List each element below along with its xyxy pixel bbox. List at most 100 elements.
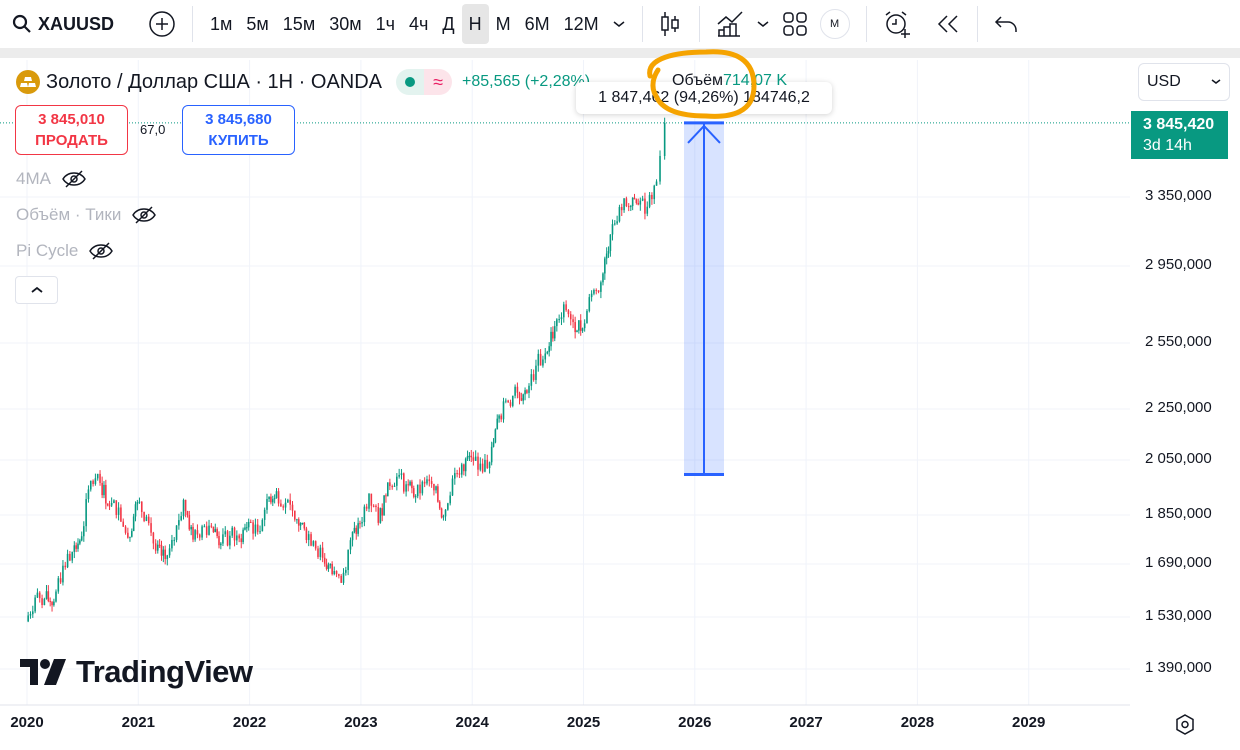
- collapse-legend-button[interactable]: [15, 276, 58, 304]
- candle-body: [266, 498, 268, 510]
- candle-body: [430, 481, 433, 484]
- undo-icon: [994, 16, 1017, 32]
- candle-body: [659, 155, 661, 182]
- buy-button[interactable]: 3 845,680 КУПИТЬ: [182, 105, 295, 155]
- eye-crossed-icon[interactable]: [131, 205, 157, 225]
- candle-body: [490, 446, 493, 463]
- candle-body: [398, 474, 400, 477]
- timeframe-0[interactable]: 1м: [210, 13, 233, 34]
- candle-body: [129, 536, 131, 538]
- candle-body: [630, 206, 632, 208]
- timeframe-5[interactable]: 4ч: [409, 13, 429, 34]
- chevron-up-icon: [30, 286, 43, 293]
- timeframe-8[interactable]: М: [495, 13, 511, 34]
- candle-body: [625, 198, 628, 207]
- avatar-button[interactable]: M: [814, 4, 856, 44]
- timeframe-6[interactable]: Д: [442, 13, 455, 34]
- price-tick: 1 850,000: [1145, 505, 1212, 522]
- replay-button[interactable]: [929, 4, 967, 44]
- timeframe-7[interactable]: Н: [461, 4, 489, 44]
- candle-body: [273, 498, 276, 500]
- timeframe-9[interactable]: 6М: [524, 13, 550, 34]
- chart-type-button[interactable]: [653, 4, 689, 44]
- currency-select[interactable]: USD: [1138, 63, 1230, 101]
- candle-body: [409, 481, 411, 486]
- candle-body: [433, 483, 435, 491]
- sell-button[interactable]: 3 845,010 ПРОДАТЬ: [15, 105, 128, 155]
- candle-body: [87, 489, 90, 500]
- time-tick: 2028: [900, 714, 935, 731]
- candle-body: [500, 415, 502, 420]
- time-tick: 2022: [232, 714, 267, 731]
- symbol-search[interactable]: XAUUSD: [0, 4, 120, 44]
- timeframe-3[interactable]: 30м: [329, 13, 362, 34]
- timeframe-dropdown[interactable]: [606, 4, 632, 44]
- indicator-pi-cycle[interactable]: Pi Cycle: [16, 241, 114, 261]
- avatar: M: [819, 9, 850, 39]
- candle-body: [511, 395, 514, 406]
- candle-body: [43, 598, 46, 606]
- candle-body: [486, 459, 489, 469]
- candle-body: [182, 499, 185, 517]
- candle-body: [115, 500, 118, 515]
- eye-crossed-icon[interactable]: [61, 169, 87, 189]
- price-tick: 2 550,000: [1145, 333, 1212, 350]
- candle-body: [558, 319, 560, 321]
- candle-body: [210, 525, 213, 527]
- candle-body: [127, 532, 129, 538]
- indicator-volume[interactable]: Объём · Тики: [16, 205, 157, 225]
- candle-body: [514, 386, 516, 396]
- indicators-dropdown[interactable]: [750, 4, 776, 44]
- compare-button[interactable]: [142, 4, 182, 44]
- layouts-button[interactable]: [776, 4, 814, 44]
- candle-body: [259, 531, 261, 533]
- candle-body: [386, 482, 389, 497]
- timeframe-4[interactable]: 1ч: [375, 13, 395, 34]
- candle-body: [152, 532, 155, 544]
- candle-body: [143, 512, 145, 521]
- candle-body: [379, 508, 382, 523]
- candle-body: [89, 480, 92, 490]
- candle-body: [556, 319, 558, 327]
- timeframe-10[interactable]: 12М: [563, 13, 599, 34]
- candle-body: [312, 541, 315, 546]
- candle-body: [644, 198, 646, 214]
- settings-icon[interactable]: [1172, 712, 1198, 738]
- candle-body: [646, 206, 649, 214]
- candle-body: [246, 527, 248, 529]
- candle-body: [231, 527, 234, 536]
- candle-body: [355, 527, 358, 534]
- market-status[interactable]: ≈: [396, 69, 453, 95]
- alert-button[interactable]: [877, 4, 919, 44]
- timeframe-1[interactable]: 5м: [246, 13, 269, 34]
- candle-body: [544, 353, 547, 360]
- undo-button[interactable]: [988, 4, 1026, 44]
- candle-body: [214, 529, 217, 533]
- candle-body: [154, 543, 157, 551]
- candle-body: [287, 499, 289, 503]
- candle-body: [224, 531, 227, 535]
- indicators-button[interactable]: [710, 4, 750, 44]
- candle-body: [370, 493, 373, 506]
- symbol-title[interactable]: Золото / Доллар США · 1Н · OANDA: [46, 70, 383, 93]
- candle-body: [616, 221, 618, 224]
- candle-body: [136, 502, 139, 505]
- candle-body: [296, 519, 298, 521]
- candle-body: [530, 374, 533, 386]
- eye-crossed-icon[interactable]: [88, 241, 114, 261]
- candle-body: [349, 540, 352, 550]
- candle-body: [526, 390, 528, 393]
- candle-body: [201, 526, 203, 538]
- candle-body: [294, 510, 296, 520]
- candle-body: [472, 457, 475, 461]
- candle-body: [242, 529, 244, 543]
- candle-body: [73, 545, 76, 552]
- indicator-4ma[interactable]: 4MA: [16, 169, 87, 189]
- candle-body: [368, 493, 370, 509]
- plus-circle-icon: [149, 11, 175, 37]
- candle-body: [381, 508, 384, 516]
- timeframe-2[interactable]: 15м: [282, 13, 316, 34]
- candle-body: [351, 531, 354, 541]
- candle-body: [270, 496, 272, 503]
